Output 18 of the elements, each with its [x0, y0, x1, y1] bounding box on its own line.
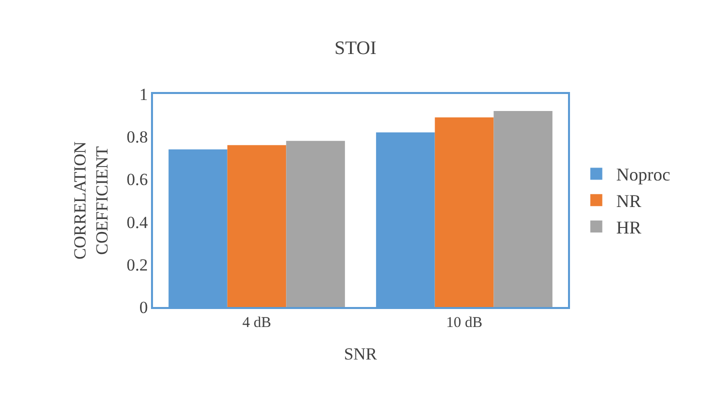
chart-title: STOI	[334, 38, 376, 60]
x-tick-label: 10 dB	[446, 314, 482, 331]
y-tick-label: 0.6	[126, 170, 148, 190]
y-tick-label: 0	[139, 298, 148, 317]
bar	[227, 145, 286, 307]
y-axis-title: CORRELATION COEFFICIENT	[70, 141, 112, 260]
y-tick-label: 0.2	[126, 255, 148, 274]
y-tick-label: 1	[139, 84, 148, 104]
bar	[286, 140, 345, 307]
legend-label: NR	[616, 191, 642, 212]
legend-label: Noproc	[616, 164, 670, 185]
y-tick-label: 0.8	[126, 128, 148, 147]
bar	[494, 111, 552, 307]
x-axis-title: SNR	[344, 344, 378, 364]
y-tick-label: 0.4	[126, 212, 148, 232]
x-tick-label: 4 dB	[242, 314, 272, 331]
legend-label: HR	[616, 218, 642, 238]
bar	[434, 117, 494, 307]
